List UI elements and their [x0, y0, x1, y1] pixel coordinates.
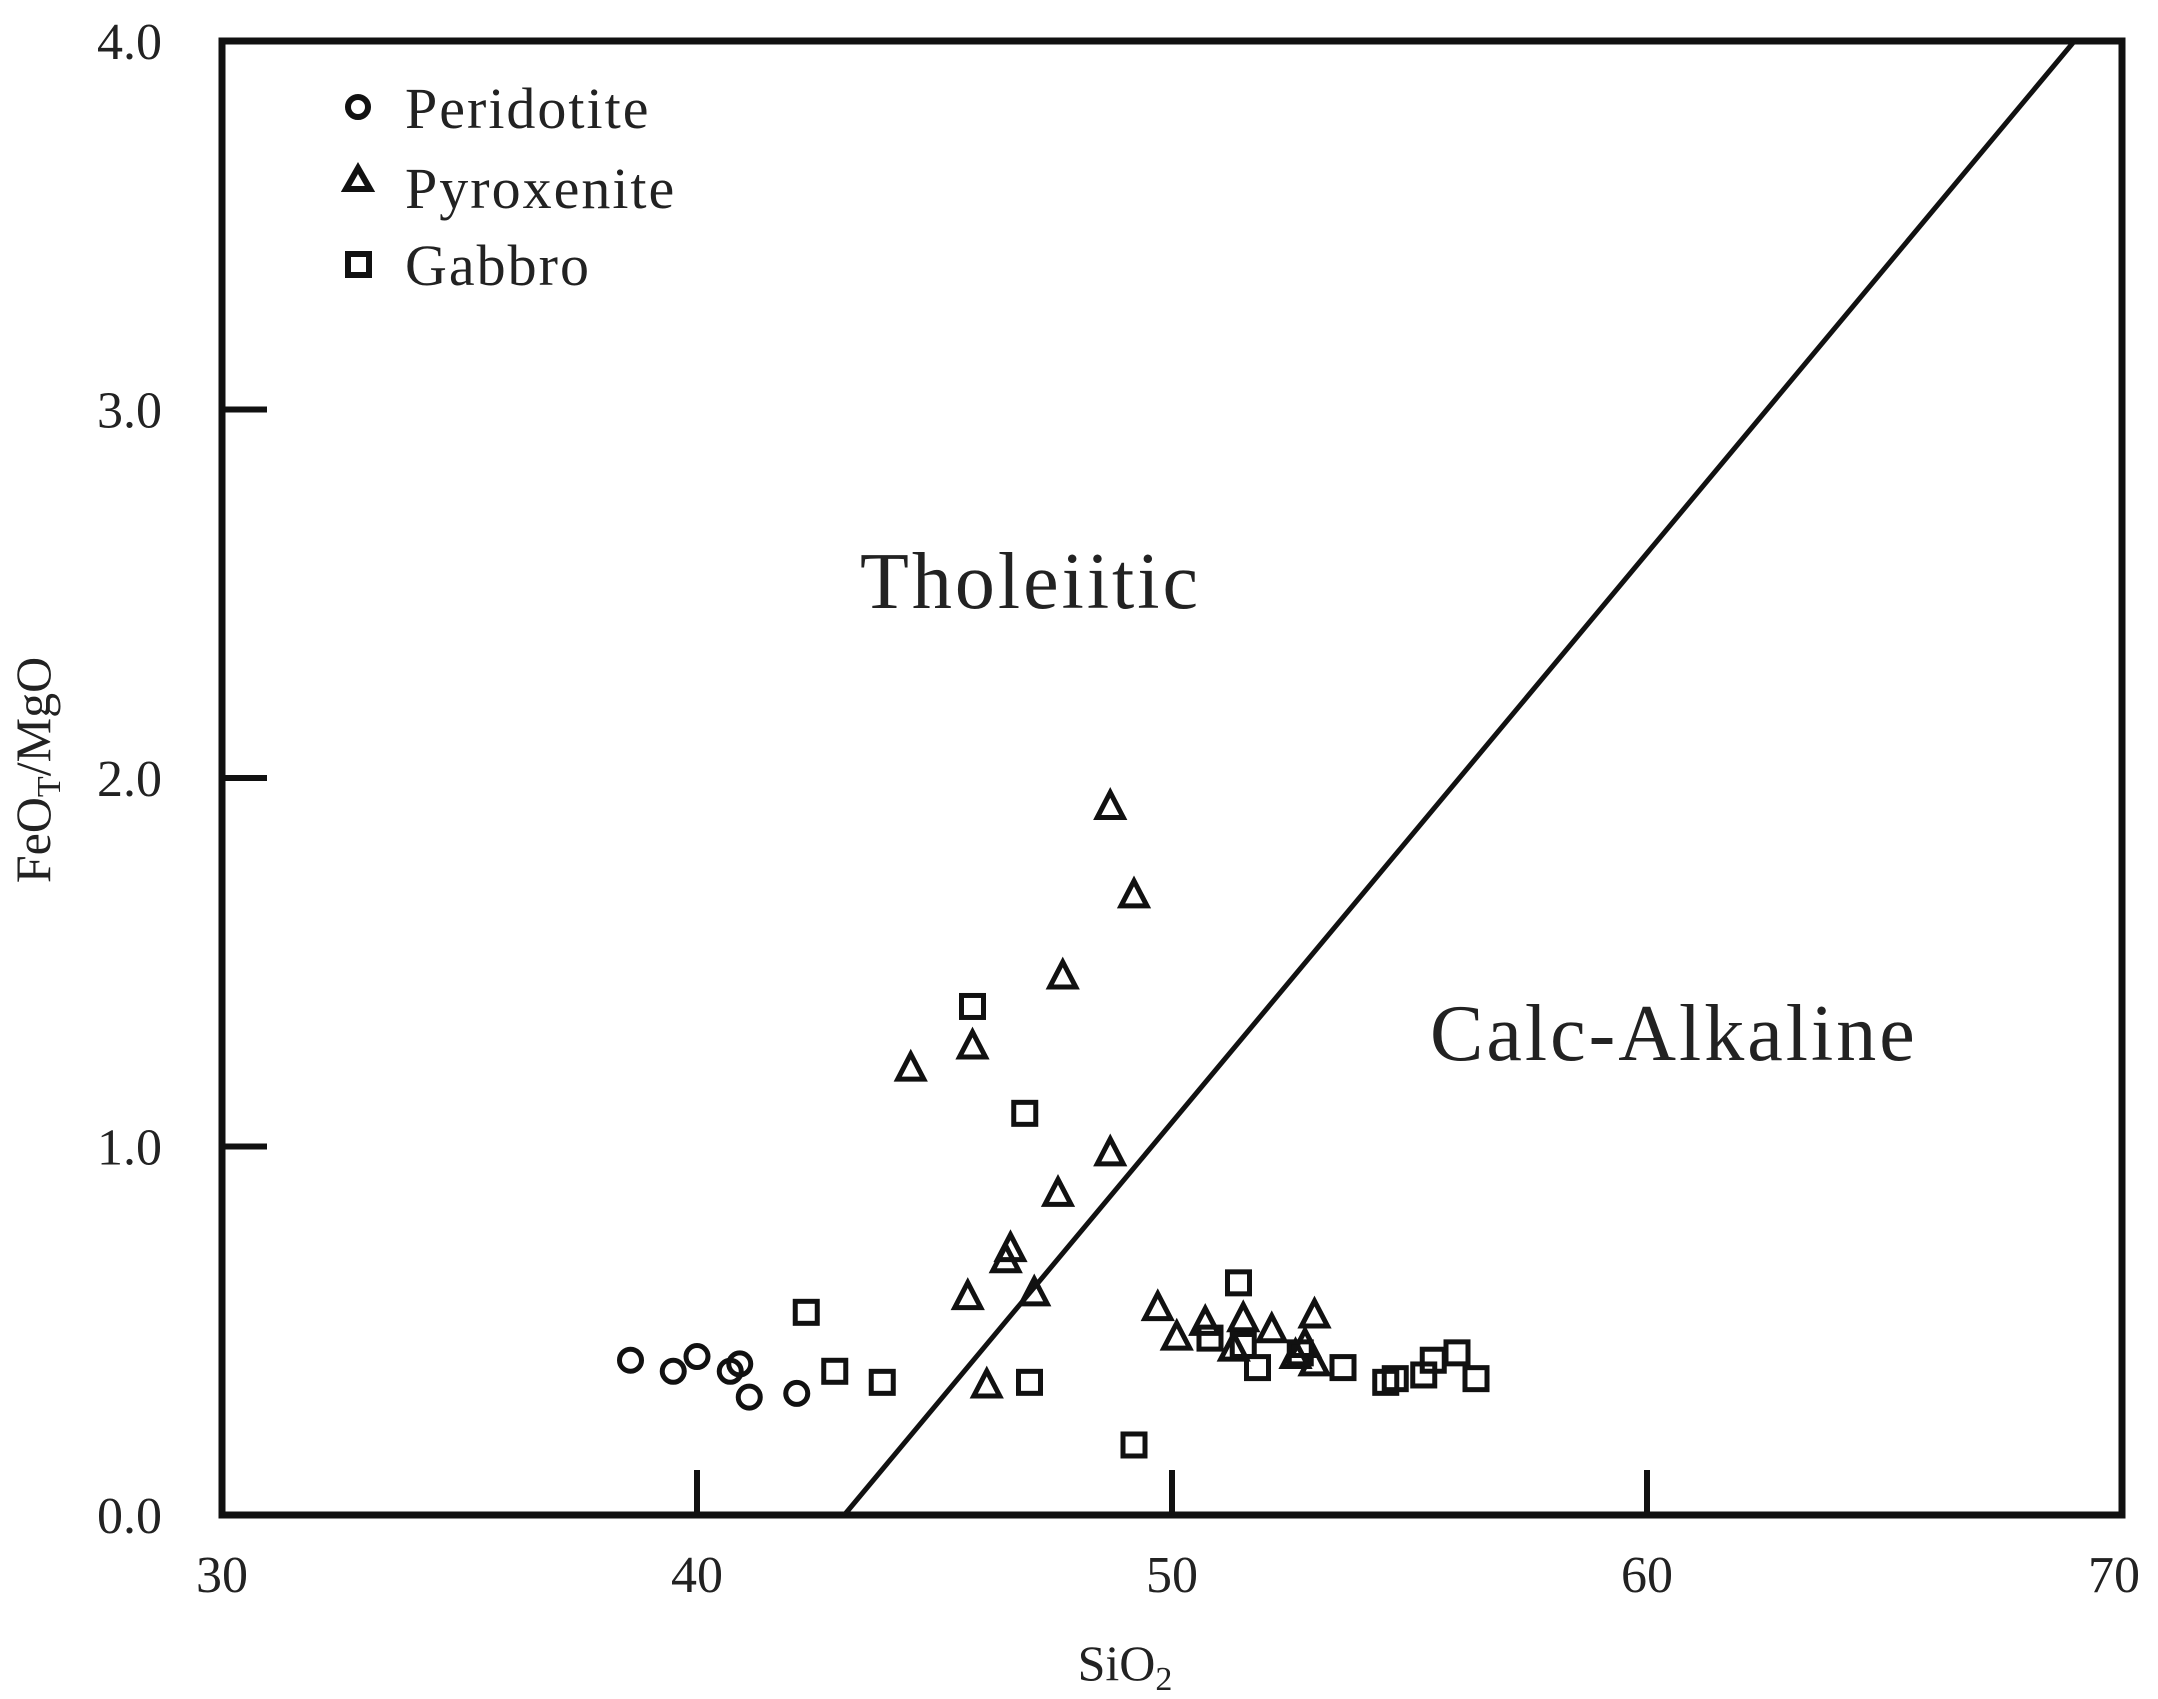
y-axis-title-subscript: T: [31, 776, 68, 797]
gabbro-point: [792, 1298, 820, 1326]
y-tick-label: 1.0: [97, 1120, 162, 1177]
tholeiitic-calc-alkaline-boundary: [842, 39, 2077, 1517]
gabbro-point: [959, 992, 986, 1020]
pyroxenite-point: [988, 1240, 1023, 1274]
y-tick-label: 2.0: [97, 751, 162, 808]
pyroxenite-point: [1159, 1317, 1194, 1351]
gabbro-point: [1120, 1431, 1148, 1459]
gabbro-point: [868, 1368, 896, 1396]
gabbro-point: [1016, 1368, 1043, 1396]
legend-square-icon: [345, 251, 372, 278]
gabbro-point: [821, 1357, 849, 1385]
gabbro-point: [1443, 1339, 1471, 1367]
peridotite-point: [783, 1379, 811, 1407]
y-axis-title-main: FeO: [5, 797, 61, 883]
peridotite-point: [735, 1383, 763, 1411]
legend-circle-icon: [345, 94, 371, 120]
x-tick-label: 60: [1621, 1547, 1673, 1604]
peridotite-point: [726, 1350, 754, 1378]
gabbro-point: [1286, 1339, 1314, 1367]
x-tick-label: 40: [671, 1547, 723, 1604]
gabbro-point: [1462, 1365, 1490, 1393]
pyroxenite-point: [1093, 1133, 1128, 1167]
pyroxenite-point: [1188, 1302, 1223, 1336]
x-axis-ticks: 30 40 50 60 70: [196, 1470, 2140, 1604]
pyroxenite-point: [1140, 1288, 1175, 1322]
peridotite-point: [659, 1357, 687, 1385]
x-tick-label: 50: [1146, 1547, 1198, 1604]
y-axis-title-rest: /MgO: [5, 657, 61, 776]
pyroxenite-point: [1226, 1299, 1261, 1333]
legend-label-peridotite: Peridotite: [405, 76, 651, 141]
gabbro-point: [1381, 1365, 1409, 1393]
region-label-calc-alkaline: Calc-Alkaline: [1430, 990, 1918, 1078]
pyroxenite-point: [1040, 1173, 1076, 1207]
y-axis-ticks: 0.0 1.0 2.0 3.0 4.0: [97, 14, 267, 1545]
pyroxenite-point: [1254, 1310, 1289, 1344]
pyroxenite-point: [1216, 1328, 1251, 1362]
y-tick-label: 3.0: [97, 383, 162, 440]
pyroxenite-point: [969, 1365, 1004, 1399]
gabbro-point: [1244, 1354, 1271, 1382]
pyroxenite-point: [1045, 956, 1080, 990]
x-axis-title: SiO2: [1078, 1635, 1173, 1698]
pyroxenite-point: [1017, 1273, 1052, 1307]
pyroxenite-point: [1297, 1295, 1332, 1329]
legend-triangle-icon: [340, 161, 376, 192]
data-points: [617, 787, 1490, 1459]
x-axis-title-subscript: 2: [1155, 1661, 1172, 1698]
x-tick-label: 70: [2088, 1547, 2140, 1604]
legend-label-pyroxenite: Pyroxenite: [405, 156, 676, 221]
pyroxenite-point: [955, 1026, 990, 1060]
x-axis-title-main: SiO: [1078, 1635, 1156, 1691]
legend: Peridotite Pyroxenite Gabbro: [340, 76, 676, 298]
peridotite-point: [683, 1343, 711, 1371]
y-axis-title: FeOT/MgO: [5, 657, 68, 883]
pyroxenite-point: [950, 1277, 985, 1311]
y-tick-label: 4.0: [97, 14, 162, 71]
pyroxenite-point: [1116, 875, 1152, 909]
pyroxenite-point: [893, 1048, 928, 1082]
y-tick-label: 0.0: [97, 1488, 162, 1545]
gabbro-point: [1225, 1269, 1252, 1297]
gabbro-point: [1011, 1099, 1039, 1127]
region-label-tholeiitic: Tholeiitic: [860, 538, 1201, 626]
gabbro-point: [1196, 1324, 1224, 1352]
legend-label-gabbro: Gabbro: [405, 233, 591, 298]
gabbro-point: [1329, 1354, 1357, 1382]
x-tick-label: 30: [196, 1547, 248, 1604]
pyroxenite-point: [1093, 787, 1128, 820]
peridotite-point: [617, 1346, 644, 1374]
gabbro-point: [1229, 1331, 1257, 1359]
